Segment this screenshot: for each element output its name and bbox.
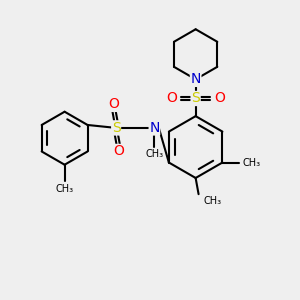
Text: O: O — [113, 145, 124, 158]
Text: S: S — [112, 121, 121, 135]
Text: O: O — [108, 98, 119, 111]
Text: O: O — [214, 92, 226, 106]
Text: CH₃: CH₃ — [146, 149, 164, 159]
Text: CH₃: CH₃ — [56, 184, 74, 194]
Text: CH₃: CH₃ — [242, 158, 260, 167]
Text: S: S — [191, 92, 200, 106]
Text: O: O — [166, 92, 177, 106]
Text: CH₃: CH₃ — [203, 196, 221, 206]
Text: N: N — [190, 72, 201, 86]
Text: N: N — [149, 121, 160, 135]
